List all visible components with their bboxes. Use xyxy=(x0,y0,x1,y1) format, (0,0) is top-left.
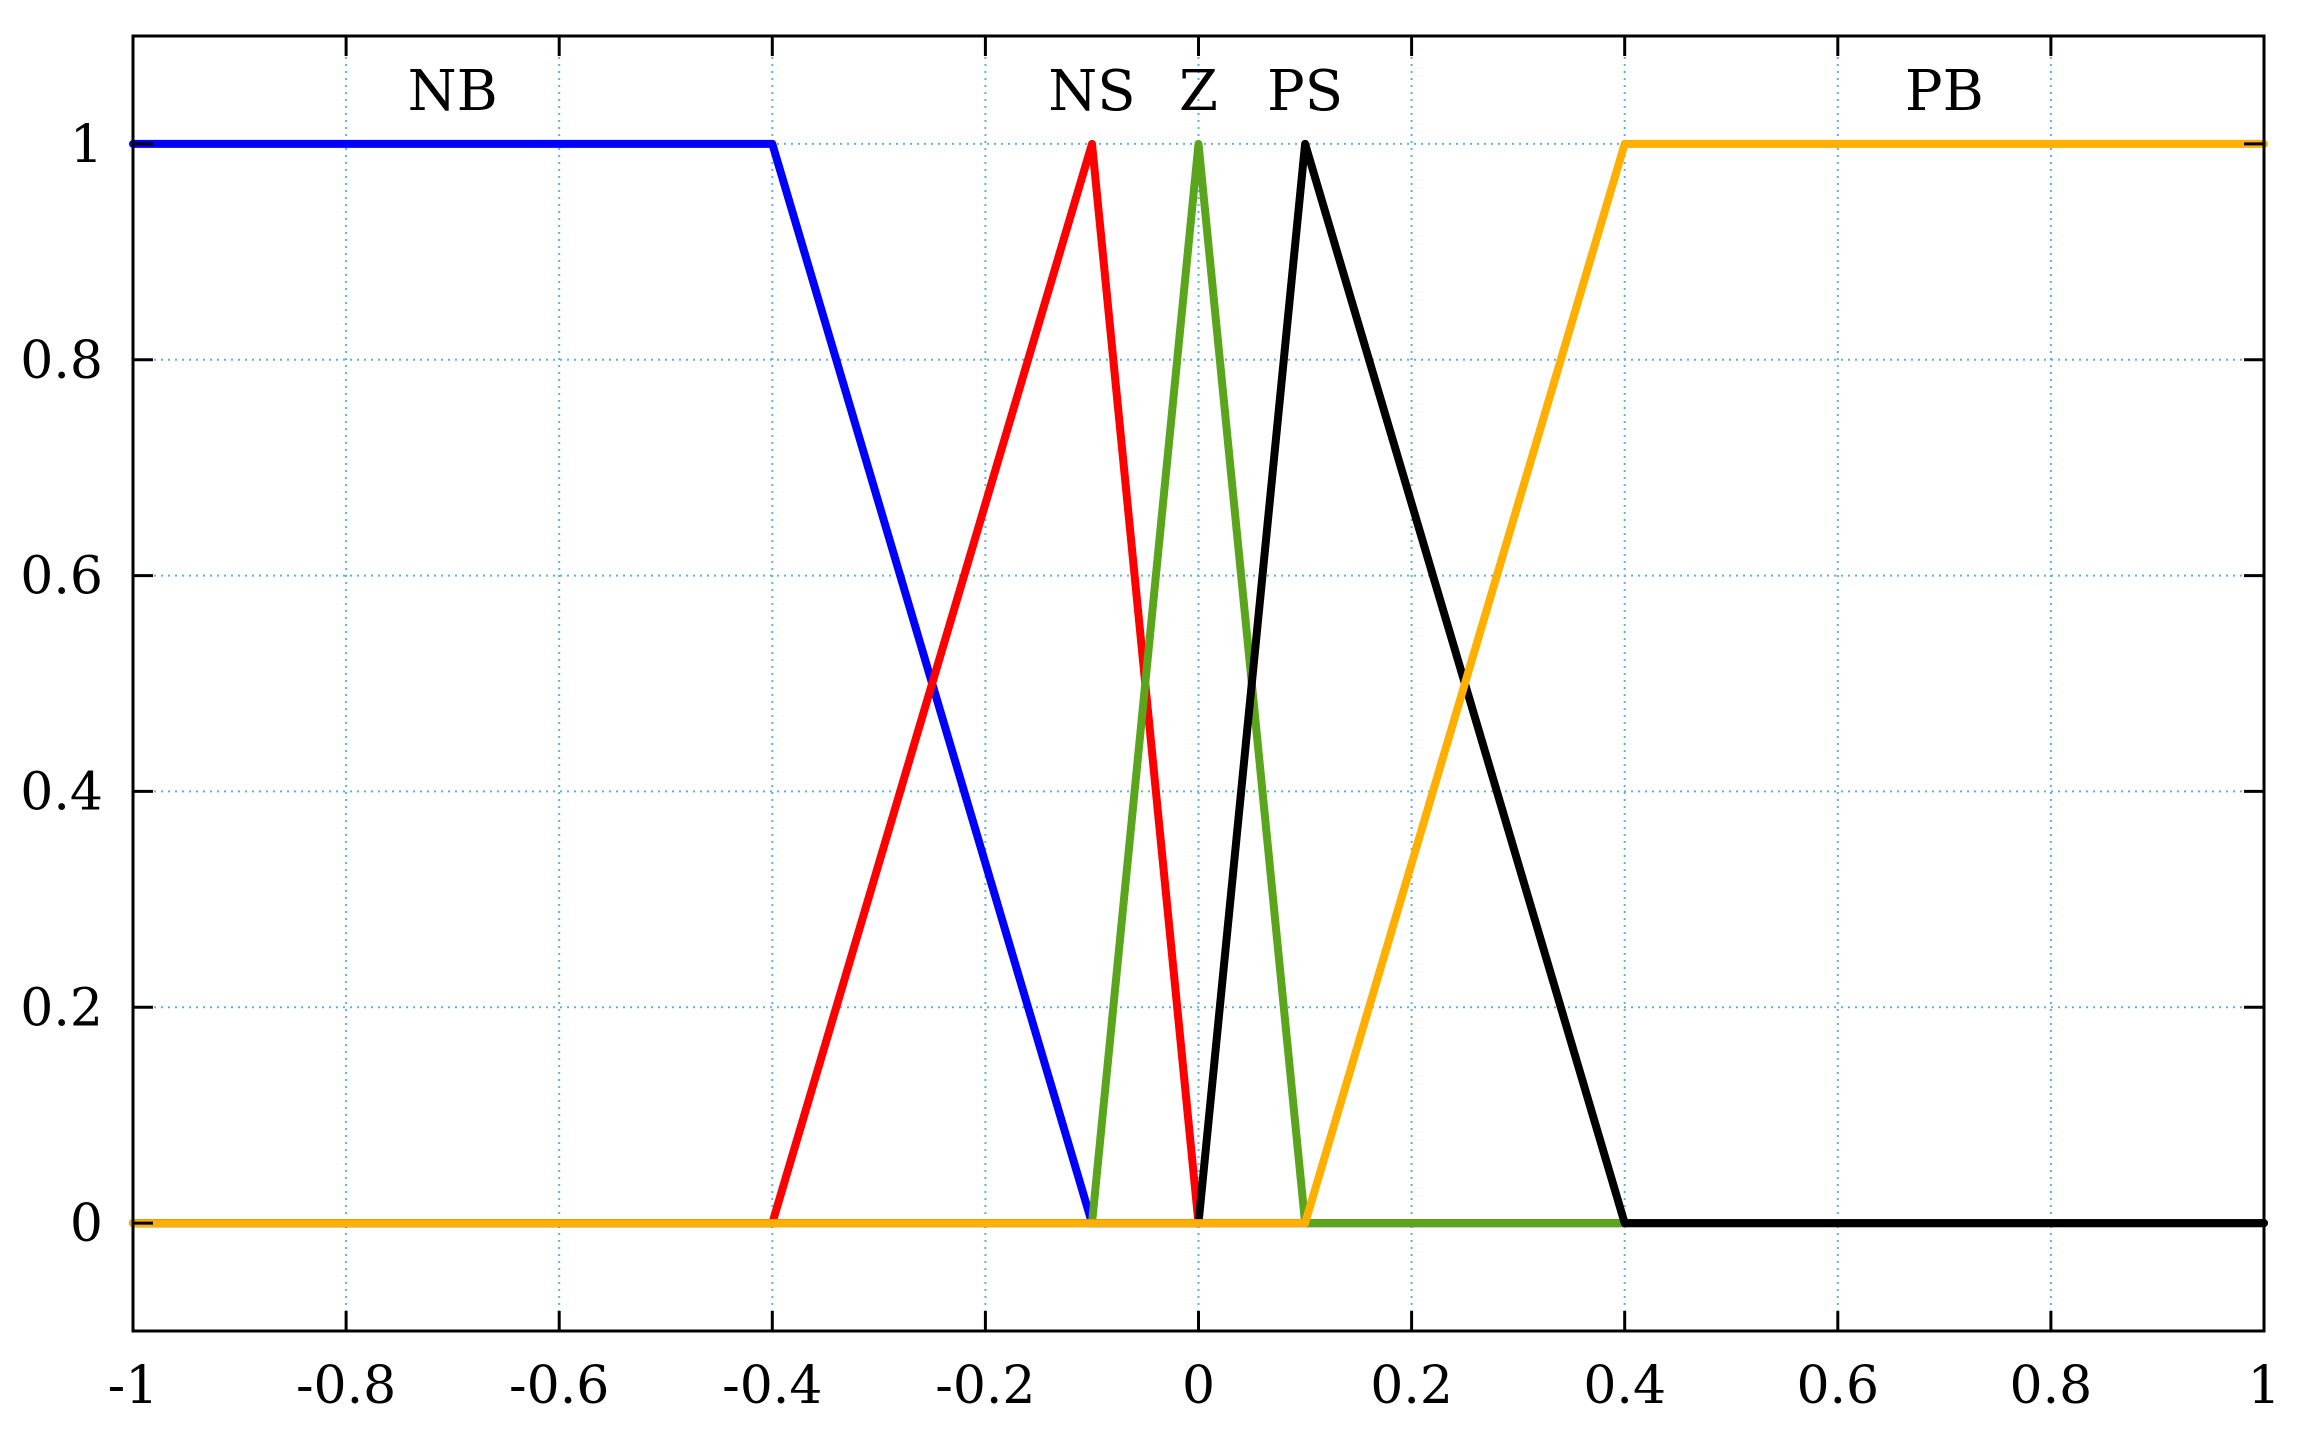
series-label-pb: PB xyxy=(1905,59,1984,124)
x-tick-label: 0.6 xyxy=(1796,1356,1879,1416)
y-tick-label: 0.6 xyxy=(20,547,103,607)
series-annotations: NB NS Z PS PB xyxy=(408,59,1984,124)
series-line-ps xyxy=(129,139,2268,1228)
x-tick-label: -1 xyxy=(108,1356,159,1416)
axis-ticks xyxy=(131,36,2266,1331)
y-tick-label: 0.4 xyxy=(20,762,103,822)
x-tick-label: 0.8 xyxy=(2010,1356,2093,1416)
y-tick-label: 0 xyxy=(70,1194,103,1254)
x-tick-label: 0 xyxy=(1182,1356,1215,1416)
x-tick-label: 1 xyxy=(2247,1356,2280,1416)
y-tick-label: 0.2 xyxy=(20,978,103,1038)
x-tick-label: 0.4 xyxy=(1583,1356,1666,1416)
series-line-z xyxy=(129,139,2268,1228)
series-label-nb: NB xyxy=(408,59,498,124)
x-tick-label: -0.2 xyxy=(935,1356,1035,1416)
series-label-z: Z xyxy=(1179,59,1218,124)
series-label-ps: PS xyxy=(1267,59,1343,124)
x-tick-label: -0.8 xyxy=(296,1356,396,1416)
x-tick-label: -0.6 xyxy=(509,1356,609,1416)
series-label-ns: NS xyxy=(1048,59,1135,124)
series-lines xyxy=(129,139,2268,1228)
series-line-pb xyxy=(129,139,2268,1228)
grid xyxy=(133,36,2264,1331)
x-tick-label: -0.4 xyxy=(722,1356,822,1416)
y-tick-label: 0.8 xyxy=(20,331,103,391)
y-tick-label: 1 xyxy=(70,115,103,175)
series-line-ns xyxy=(129,139,2268,1228)
tick-labels: -1 -0.8 -0.6 -0.4 -0.2 0 0.2 0.4 0.6 0.8 1 0 0.2 0.4 0… xyxy=(20,115,2280,1416)
series-line-nb xyxy=(129,139,2268,1228)
x-tick-label: 0.2 xyxy=(1370,1356,1453,1416)
